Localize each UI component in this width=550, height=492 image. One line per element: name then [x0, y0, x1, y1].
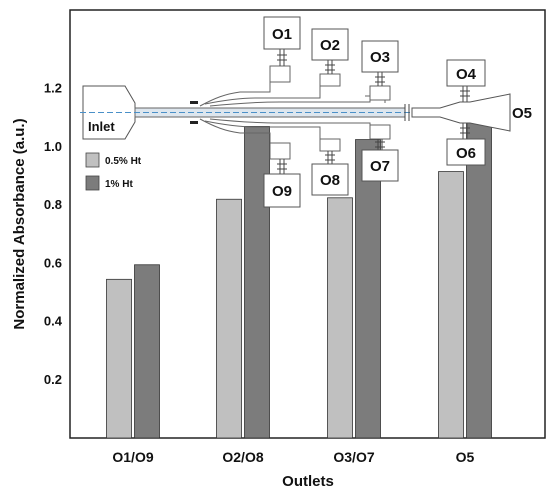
- bars: [106, 110, 492, 439]
- branch-top-3: [209, 96, 371, 107]
- outlet-box-o2: [311, 28, 349, 61]
- y-tick-label: 1.0: [44, 139, 62, 154]
- branch-top-1: [199, 82, 271, 107]
- connectors: [277, 49, 470, 174]
- y-axis-title: Normalized Absorbance (a.u.): [11, 118, 28, 329]
- outlet-label-o7: O7: [370, 158, 390, 175]
- bar-o5-series-0: [438, 171, 464, 439]
- outlet-label-o3: O3: [370, 49, 390, 66]
- y-tick-label: 0.8: [44, 197, 62, 212]
- x-categories: O1/O9 O2/O8 O3/O7 O5: [112, 449, 474, 465]
- outlet-box-o8: [311, 163, 349, 196]
- legend-swatch-1-ht: [85, 175, 100, 191]
- branch-bottom-2: [204, 120, 321, 143]
- legend-label-0.5-ht: 0.5% Ht: [105, 156, 142, 167]
- channel-stub-o7: [369, 124, 391, 140]
- outlet-label-o9: O9: [272, 183, 292, 200]
- outlet-label-o2: O2: [320, 37, 340, 54]
- outlet-label-o4: O4: [456, 66, 477, 83]
- outlet-box-o1: [263, 16, 301, 50]
- outlet-box-o3: [361, 40, 399, 73]
- bar-o3-o7-series-0: [327, 197, 353, 439]
- y-tick-label: 0.4: [44, 314, 63, 329]
- bar-o2-o8-series-0: [216, 198, 242, 439]
- x-axis-title: Outlets: [282, 473, 334, 490]
- outlet-box-o9: [263, 173, 301, 208]
- bar-o3-o7-series-1: [355, 139, 381, 439]
- channel-stub-o9: [269, 142, 291, 160]
- branch-bottom-3: [209, 118, 371, 129]
- x-category-label: O5: [456, 449, 475, 465]
- outlet-label-o5: O5: [512, 105, 532, 122]
- x-category-label: O3/O7: [333, 449, 374, 465]
- legend: 0.5% Ht 1% Ht: [85, 152, 142, 191]
- outlet-box-o4: [446, 59, 486, 87]
- channel-stub-o2: [319, 73, 341, 87]
- inlet-label: Inlet: [88, 119, 115, 134]
- y-tick-label: 0.2: [44, 372, 62, 387]
- junction-mark-bottom: [190, 121, 198, 124]
- bar-o1-o9-series-1: [134, 264, 160, 439]
- channel-stub-o8: [319, 138, 341, 152]
- legend-swatch-0.5-ht: [85, 152, 100, 168]
- legend-label-1-ht: 1% Ht: [105, 179, 133, 190]
- y-ticks: 0.2 0.4 0.6 0.8 1.0 1.2: [44, 81, 63, 387]
- branch-top-2: [204, 82, 321, 105]
- outlet-box-o7: [361, 149, 399, 182]
- outlet-label-o6: O6: [456, 145, 476, 162]
- outlet-label-o8: O8: [320, 172, 340, 189]
- outlet-o5-chamber: [411, 93, 511, 132]
- y-tick-label: 0.6: [44, 255, 62, 270]
- junction-mark-top: [190, 101, 198, 104]
- y-tick-label: 1.2: [44, 81, 62, 96]
- device-diagram: Inlet: [80, 16, 532, 208]
- branch-bottom-1: [199, 118, 271, 143]
- channel-stub-o3: [369, 85, 391, 101]
- outlet-label-o1: O1: [272, 26, 292, 43]
- bar-o2-o8-series-1: [244, 126, 270, 439]
- channel-stub-o1: [269, 65, 291, 83]
- x-category-label: O1/O9: [112, 449, 153, 465]
- x-category-label: O2/O8: [222, 449, 263, 465]
- bar-o1-o9-series-0: [106, 278, 132, 439]
- outlet-box-o6: [446, 138, 486, 166]
